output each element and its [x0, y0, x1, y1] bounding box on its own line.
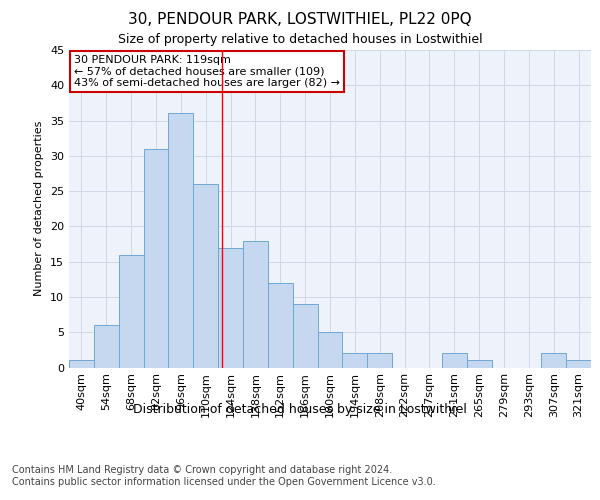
Bar — [169, 114, 193, 368]
Bar — [541, 354, 566, 368]
Bar — [343, 354, 367, 368]
Bar — [442, 354, 467, 368]
Bar — [143, 149, 169, 368]
Text: Size of property relative to detached houses in Lostwithiel: Size of property relative to detached ho… — [118, 32, 482, 46]
Y-axis label: Number of detached properties: Number of detached properties — [34, 121, 44, 296]
Bar — [467, 360, 491, 368]
Bar — [119, 254, 143, 368]
Bar — [293, 304, 317, 368]
Text: Distribution of detached houses by size in Lostwithiel: Distribution of detached houses by size … — [133, 402, 467, 415]
Bar — [193, 184, 218, 368]
Bar — [268, 283, 293, 368]
Bar — [94, 325, 119, 368]
Text: 30 PENDOUR PARK: 119sqm
← 57% of detached houses are smaller (109)
43% of semi-d: 30 PENDOUR PARK: 119sqm ← 57% of detache… — [74, 55, 340, 88]
Bar — [367, 354, 392, 368]
Bar — [243, 240, 268, 368]
Bar — [69, 360, 94, 368]
Bar — [317, 332, 343, 368]
Text: 30, PENDOUR PARK, LOSTWITHIEL, PL22 0PQ: 30, PENDOUR PARK, LOSTWITHIEL, PL22 0PQ — [128, 12, 472, 28]
Bar — [566, 360, 591, 368]
Bar — [218, 248, 243, 368]
Text: Contains HM Land Registry data © Crown copyright and database right 2024.
Contai: Contains HM Land Registry data © Crown c… — [12, 465, 436, 486]
